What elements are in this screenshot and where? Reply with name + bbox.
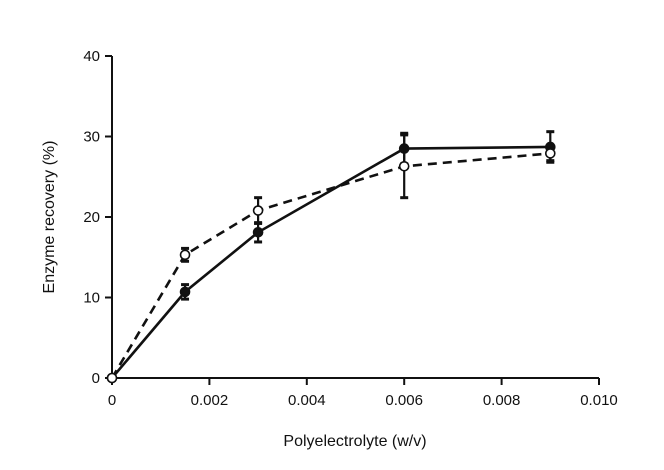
data-point (106, 372, 118, 384)
y-tick-label: 10 (83, 290, 100, 307)
series-layer (106, 130, 556, 384)
y-axis-label: Enzyme recovery (%) (41, 141, 58, 294)
data-point (544, 148, 556, 159)
x-tick-label: 0.010 (580, 392, 618, 409)
data-point (252, 205, 264, 216)
x-tick-label: 0.004 (288, 392, 326, 409)
y-tick-label: 20 (83, 209, 100, 226)
axes: 0 10 20 30 40 0 0.002 0.004 0.006 0.008 0.010 (83, 48, 617, 409)
x-tick-label: 0.002 (191, 392, 229, 409)
x-tick-label: 0 (108, 392, 116, 409)
x-axis-label: Polyelectrolyte (w/v) (283, 433, 426, 450)
data-point (179, 249, 191, 261)
y-tick-label: 0 (92, 370, 100, 387)
series-line (110, 152, 551, 379)
x-tick-label: 0.006 (385, 392, 423, 409)
data-point (252, 226, 264, 238)
series-1 (106, 130, 556, 384)
data-point (179, 286, 191, 298)
series-line (111, 145, 551, 379)
x-tick-label: 0.008 (483, 392, 521, 409)
data-point (398, 160, 410, 172)
y-tick-label: 30 (83, 129, 100, 146)
y-tick-label: 40 (83, 48, 100, 65)
series-2 (106, 133, 556, 384)
